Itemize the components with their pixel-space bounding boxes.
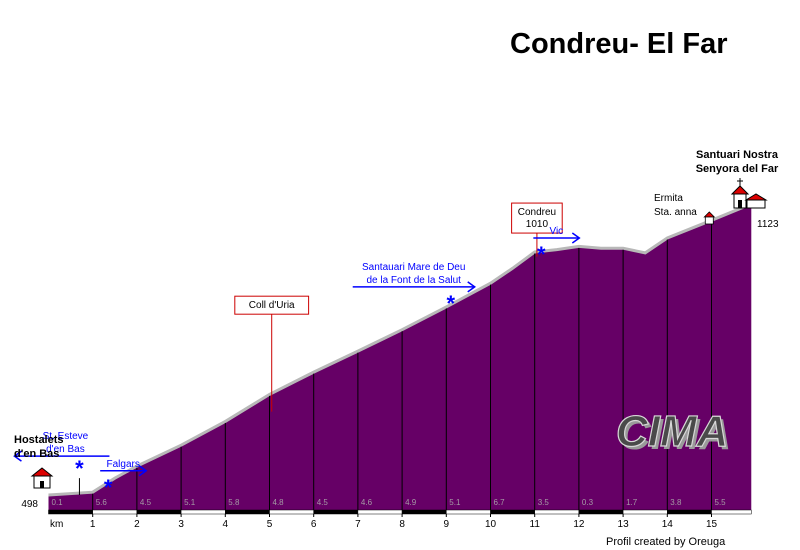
km-segment xyxy=(313,509,359,515)
x-tick-label: 8 xyxy=(399,519,405,530)
x-tick-label: 7 xyxy=(355,519,361,530)
chapel-icon xyxy=(703,211,716,225)
km-segment xyxy=(490,509,535,515)
km-segment xyxy=(225,509,270,515)
km-segment xyxy=(401,509,447,515)
km-segment xyxy=(711,509,752,515)
x-tick-label: 4 xyxy=(223,519,229,530)
chapel-wall xyxy=(704,216,714,225)
gradient-label: 5.1 xyxy=(449,498,461,507)
km-segment xyxy=(136,509,182,515)
gradient-label: 0.3 xyxy=(582,498,594,507)
gradient-label: 5.8 xyxy=(228,498,240,507)
gradient-label: 6.7 xyxy=(494,498,506,507)
roof xyxy=(744,193,768,201)
x-tick-label: 12 xyxy=(573,519,585,530)
gradient-label: 4.5 xyxy=(317,498,329,507)
gradient-label: 4.6 xyxy=(361,498,373,507)
x-tick-label: 15 xyxy=(706,519,718,530)
junction-asterisk: * xyxy=(537,242,546,267)
roof xyxy=(703,211,716,218)
gradient-label: 5.5 xyxy=(715,498,727,507)
junction-asterisk: * xyxy=(104,475,113,500)
gradient-label: 4.5 xyxy=(140,498,152,507)
house-door xyxy=(40,481,44,488)
svg-text:CIMA: CIMA xyxy=(619,410,731,459)
church-icon xyxy=(730,178,768,209)
cima-logo: CIMA CIMA xyxy=(615,406,731,459)
credit-text: Profil created by Oreuga xyxy=(606,536,726,548)
junction-label: St. Esteve xyxy=(43,431,89,442)
x-tick-label: 13 xyxy=(618,519,630,530)
gradient-label: 4.8 xyxy=(273,498,285,507)
x-tick-label: 11 xyxy=(530,519,541,530)
km-segment xyxy=(357,509,403,515)
end-altitude-label: 1123 xyxy=(757,219,779,230)
gradient-label: 4.9 xyxy=(405,498,417,507)
chapel-label: Ermita xyxy=(654,193,683,204)
junction-label: Vic xyxy=(549,226,563,237)
x-tick-label: 3 xyxy=(178,519,184,530)
km-segment xyxy=(446,509,491,515)
church-nave xyxy=(746,199,766,209)
km-segment xyxy=(578,509,624,515)
gradient-label: 1.7 xyxy=(626,498,638,507)
endpoint-label: Santuari Nostra xyxy=(696,149,779,161)
junction-label: d'en Bas xyxy=(46,444,85,455)
junction-label: Santauari Mare de Deu xyxy=(362,262,465,273)
x-tick-label: 2 xyxy=(134,519,140,530)
gradient-band xyxy=(48,495,752,510)
start-altitude-label: 498 xyxy=(21,499,38,510)
profile-edge xyxy=(48,202,752,497)
church-door xyxy=(738,200,742,208)
gradient-label: 0.1 xyxy=(52,498,64,507)
pass-label: 1010 xyxy=(526,219,549,230)
svg-text:CIMA: CIMA xyxy=(616,407,728,456)
junction-asterisk: * xyxy=(75,456,84,481)
km-segment xyxy=(534,509,580,515)
km-segment xyxy=(180,509,226,515)
x-tick-label: 6 xyxy=(311,519,317,530)
junction-label: de la Font de la Salut xyxy=(366,275,461,286)
junction-asterisk: * xyxy=(446,291,455,316)
roof xyxy=(730,185,750,195)
roof xyxy=(30,467,54,477)
endpoint-label: d'en Bas xyxy=(14,448,59,460)
arrow-head xyxy=(571,232,581,244)
pass-box xyxy=(511,202,563,234)
endpoint-label: Hostalets xyxy=(14,434,64,446)
gradient-label: 3.5 xyxy=(538,498,550,507)
endpoint-label: Senyora del Far xyxy=(696,163,779,175)
pass-label: Coll d'Uria xyxy=(249,300,295,311)
km-segment xyxy=(92,509,138,515)
km-segment xyxy=(48,509,93,515)
km-segment xyxy=(622,509,668,515)
gradient-label: 3.8 xyxy=(670,498,682,507)
x-tick-label: 5 xyxy=(267,519,273,530)
x-tick-label: 10 xyxy=(485,519,497,530)
arrow-head xyxy=(13,450,22,462)
arrow-head xyxy=(467,281,477,293)
chart-title: Condreu- El Far xyxy=(510,28,728,60)
village-icon xyxy=(30,467,54,489)
x-tick-label: 1 xyxy=(90,519,96,530)
x-tick-label: 9 xyxy=(444,519,450,530)
junction-label: Falgars xyxy=(106,459,139,470)
x-tick-label: 14 xyxy=(662,519,674,530)
gradient-label: 5.1 xyxy=(184,498,196,507)
gradient-label: 5.6 xyxy=(96,498,108,507)
x-unit-label: km xyxy=(50,519,63,530)
pass-label: Condreu xyxy=(518,207,556,218)
chapel-label: Sta. anna xyxy=(654,207,697,218)
arrow-head xyxy=(138,465,148,477)
km-segment xyxy=(667,509,712,515)
km-segment xyxy=(269,509,314,515)
